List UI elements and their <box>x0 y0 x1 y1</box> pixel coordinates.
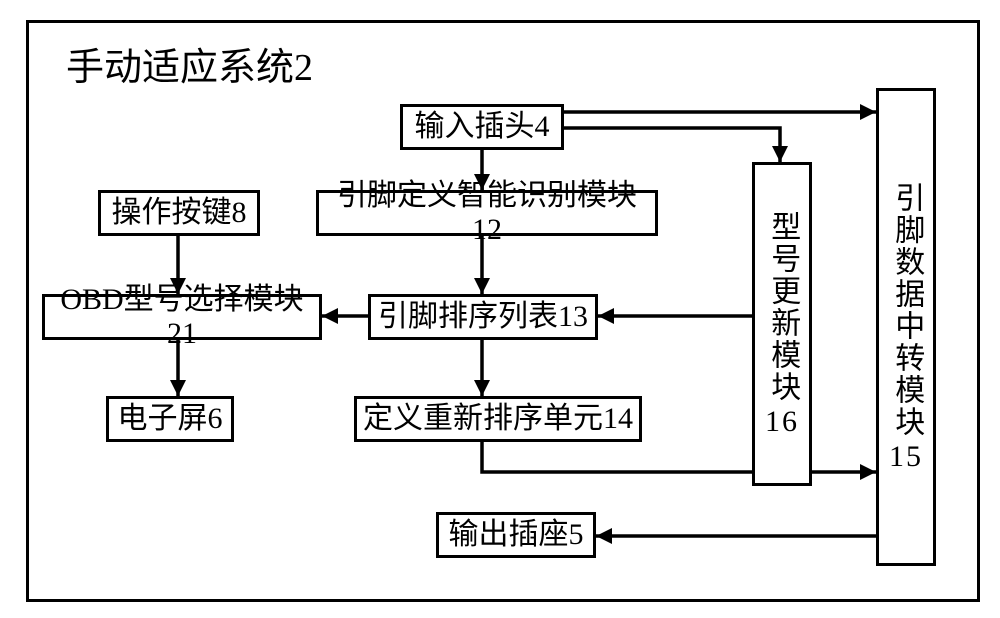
node-n21: OBD型号选择模块21 <box>42 294 322 340</box>
node-n5: 输出插座5 <box>436 512 596 558</box>
node-n12: 引脚定义智能识别模块12 <box>316 190 658 236</box>
diagram-title: 手动适应系统2 <box>66 36 313 91</box>
node-n6: 电子屏6 <box>106 396 234 442</box>
node-n14: 定义重新排序单元14 <box>354 396 642 442</box>
node-n15: 引脚数据中转模块15 <box>876 88 936 566</box>
node-n13: 引脚排序列表13 <box>368 294 598 340</box>
node-n8: 操作按键8 <box>98 190 260 236</box>
node-n4: 输入插头4 <box>400 104 564 150</box>
node-n16: 型号更新模块16 <box>752 162 812 486</box>
diagram-canvas: 手动适应系统2 输入插头4 操作按键8 引脚定义智能识别模块12 OBD型号选择模块2… <box>0 0 1000 618</box>
